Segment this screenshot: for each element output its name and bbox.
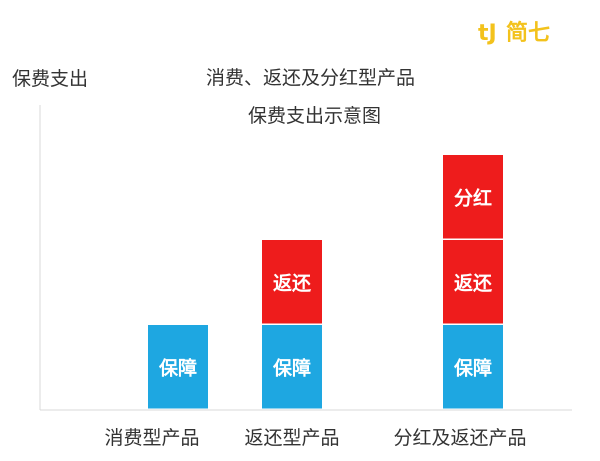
- chart-subtitle: 保费支出示意图: [248, 105, 381, 127]
- bar-2-返还: [443, 240, 503, 324]
- bar-label-2-分红: 分红: [454, 187, 492, 210]
- x-tick-label: 返还型产品: [244, 427, 339, 449]
- brand-logo: tJ 简七: [478, 20, 550, 46]
- bar-label-0-保障: 保障: [158, 357, 197, 380]
- x-tick-label: 分红及返还产品: [393, 427, 526, 449]
- bar-label-1-保障: 保障: [272, 357, 311, 380]
- bar-2-保障: [443, 325, 503, 409]
- brand-logo-name: 简七: [506, 20, 550, 46]
- brand-logo-mark: tJ: [478, 21, 497, 46]
- bar-1-保障: [262, 325, 322, 409]
- chart-title: 消费、返还及分红型产品: [206, 67, 415, 89]
- bar-label-2-返还: 返还: [454, 273, 493, 295]
- bar-1-返还: [262, 240, 322, 324]
- x-tick-label: 消费型产品: [104, 427, 199, 449]
- bar-2-分红: [443, 155, 503, 239]
- bar-0-保障: [148, 325, 208, 409]
- bar-label-1-返还: 返还: [273, 273, 312, 295]
- bar-label-2-保障: 保障: [453, 357, 492, 380]
- category-labels: 消费型产品 返还型产品 分红及返还产品: [104, 427, 526, 449]
- y-axis-label: 保费支出: [12, 68, 88, 90]
